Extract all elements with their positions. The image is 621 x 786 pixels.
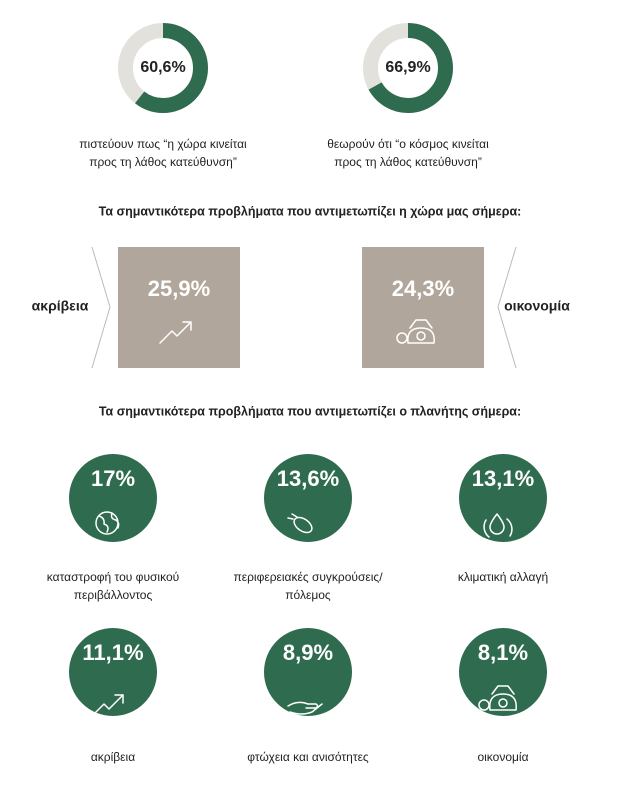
issue-value: 8,9% <box>283 640 333 665</box>
caption: περιφερειακές συγκρούσεις/ <box>233 570 383 584</box>
icon-trend <box>91 694 124 717</box>
caption: περιβάλλοντος <box>74 588 153 602</box>
icon-bomb <box>287 513 313 534</box>
chevron <box>497 246 517 369</box>
icon-money <box>396 319 435 344</box>
box-value: 24,3% <box>392 276 454 301</box>
issue-value: 8,1% <box>478 640 528 665</box>
icon-hand <box>287 701 323 715</box>
icon-drop <box>483 513 513 538</box>
heading: Τα σημαντικότερα προβλήματα που αντιμετω… <box>99 404 521 418</box>
caption: οικονομία <box>477 750 528 764</box>
caption: προς τη λάθος κατεύθυνση” <box>334 155 482 169</box>
icon-money <box>478 685 517 711</box>
chevron <box>91 246 111 369</box>
issue-circle <box>69 454 157 542</box>
issue-value: 13,1% <box>472 466 534 491</box>
issue-value: 13,6% <box>277 466 339 491</box>
box-name: οικονομία <box>504 298 570 314</box>
box <box>118 247 240 368</box>
issue-value: 17% <box>91 466 135 491</box>
donut-arc <box>363 23 453 113</box>
caption: προς τη λάθος κατεύθυνση” <box>89 155 237 169</box>
caption: πόλεμος <box>285 588 331 602</box>
box-name: ακρίβεια <box>32 298 89 314</box>
donut-value: 66,9% <box>385 59 430 76</box>
caption: θεωρούν ότι “ο κόσμος κινείται <box>327 137 489 151</box>
icon-trend <box>159 321 192 344</box>
heading: Τα σημαντικότερα προβλήματα που αντιμετω… <box>99 204 522 218</box>
icon-globe <box>95 511 120 535</box>
caption: πιστεύουν πως “η χώρα κινείται <box>79 137 247 151</box>
caption: κλιματική αλλαγή <box>458 570 548 584</box>
issue-circle <box>264 454 352 542</box>
box <box>362 247 484 368</box>
caption: καταστροφή του φυσικού <box>47 570 179 584</box>
donut-arc <box>118 23 208 113</box>
issue-circle <box>459 628 547 716</box>
issue-circle <box>459 454 547 542</box>
issue-value: 11,1% <box>82 640 143 665</box>
issue-circle <box>264 628 352 716</box>
caption: φτώχεια και ανισότητες <box>247 750 369 764</box>
issue-circle <box>69 628 157 716</box>
box-value: 25,9% <box>148 276 210 301</box>
caption: ακρίβεια <box>91 750 135 764</box>
donut-value: 60,6% <box>140 59 185 76</box>
